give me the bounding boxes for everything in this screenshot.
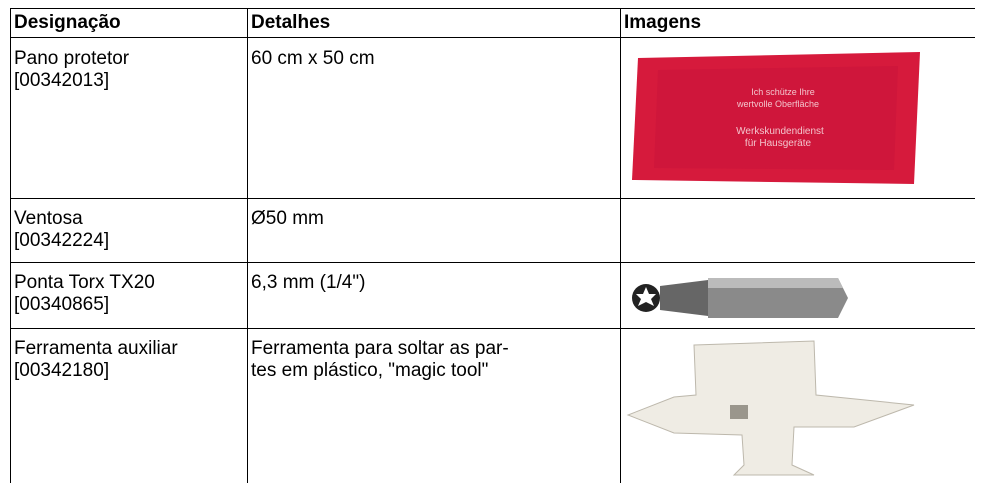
cell: 6,3 mm (1/4") — [251, 272, 365, 294]
text: [00342013] — [14, 70, 110, 91]
torx-star — [636, 287, 656, 306]
rule — [10, 8, 11, 483]
text: [00342180] — [14, 360, 110, 381]
rule — [10, 262, 975, 263]
rule — [10, 8, 975, 9]
text: 6,3 mm (1/4") — [251, 272, 366, 293]
text: Imagens — [624, 12, 702, 33]
text: Ventosa — [14, 208, 83, 229]
cell: Ponta Torx TX20 [00340865] — [14, 272, 155, 316]
text: Ferramenta auxiliar — [14, 338, 178, 359]
header-cell: Designação — [14, 12, 121, 34]
text: Designação — [14, 12, 121, 33]
bit-shank — [660, 280, 708, 316]
text: [00340865] — [14, 294, 110, 315]
cell: Ø50 mm — [251, 208, 324, 230]
tool-image — [626, 340, 915, 476]
bit-highlight — [708, 278, 843, 288]
cell: 60 cm x 50 cm — [251, 48, 375, 70]
text: Ponta Torx TX20 — [14, 272, 155, 293]
text: tes em plástico, "magic tool" — [251, 360, 489, 381]
cloth-text: Werkskundendienst — [736, 126, 824, 137]
cell: Ferramenta para soltar as par-tes em plá… — [251, 338, 509, 382]
cell: Ferramenta auxiliar [00342180] — [14, 338, 178, 382]
text: Detalhes — [251, 12, 331, 33]
text: Ferramenta para soltar as par- — [251, 338, 509, 359]
cloth-text: Ich schütze Ihre — [751, 87, 815, 97]
rule — [620, 8, 621, 483]
text: Pano protetor — [14, 48, 130, 69]
cloth-shade — [654, 66, 898, 170]
text: 60 cm x 50 cm — [251, 48, 375, 69]
header-cell: Detalhes — [251, 12, 330, 34]
rule — [247, 8, 248, 483]
cell: Ventosa [00342224] — [14, 208, 109, 252]
text: [00342224] — [14, 230, 110, 251]
text: Ø50 mm — [251, 208, 324, 229]
cloth-image: Ich schütze Ihre wertvolle Oberfläche We… — [632, 52, 920, 184]
cloth-text: für Hausgeräte — [745, 138, 812, 149]
tool-hole — [730, 405, 748, 419]
rule — [10, 37, 975, 38]
header-cell: Imagens — [624, 12, 701, 34]
cell: Pano protetor [00342013] — [14, 48, 129, 92]
rule — [10, 198, 975, 199]
rule — [10, 328, 975, 329]
cloth-text: wertvolle Oberfläche — [736, 99, 819, 109]
torx-image — [632, 278, 848, 318]
tool — [626, 340, 915, 476]
